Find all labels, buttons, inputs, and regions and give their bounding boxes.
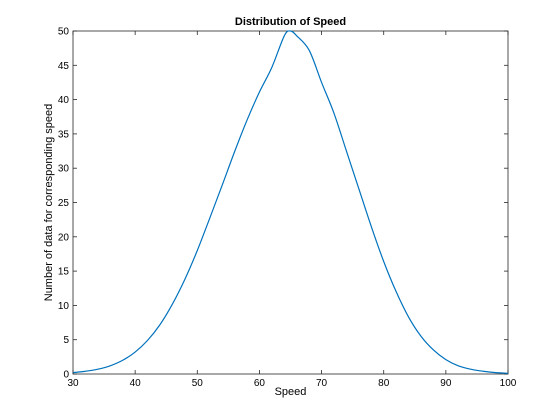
x-tick-label: 90 [440, 378, 452, 389]
series [72, 30, 509, 374]
x-tick-label: 100 [500, 378, 517, 389]
ticks [72, 30, 509, 375]
y-tick-label: 10 [58, 301, 70, 312]
y-tick-label: 50 [58, 27, 70, 38]
x-tick-label: 50 [192, 378, 204, 389]
series-line [72, 30, 509, 374]
x-tick-label: 70 [316, 378, 328, 389]
x-tick-label: 60 [254, 378, 266, 389]
y-tick-label: 30 [58, 164, 70, 175]
x-axis-label: Speed [275, 386, 307, 398]
y-tick-label: 5 [63, 335, 69, 346]
y-tick-label: 25 [58, 198, 70, 209]
x-tick-label: 80 [378, 378, 390, 389]
plot-area [72, 30, 509, 375]
y-tick-label: 45 [58, 61, 70, 72]
x-tick-label: 30 [67, 378, 79, 389]
y-axis-label: Number of data for corresponding speed [43, 104, 55, 302]
chart-title: Distribution of Speed [235, 16, 346, 28]
tick-labels: 30 40 50 60 70 80 90 100 0 5 10 15 20 25 30 35 40 45 50 [58, 27, 517, 390]
y-tick-label: 15 [58, 267, 70, 278]
y-tick-label: 40 [58, 95, 70, 106]
y-tick-label: 35 [58, 129, 70, 140]
y-tick-label: 0 [63, 370, 69, 381]
y-tick-label: 20 [58, 232, 70, 243]
x-tick-label: 40 [130, 378, 142, 389]
